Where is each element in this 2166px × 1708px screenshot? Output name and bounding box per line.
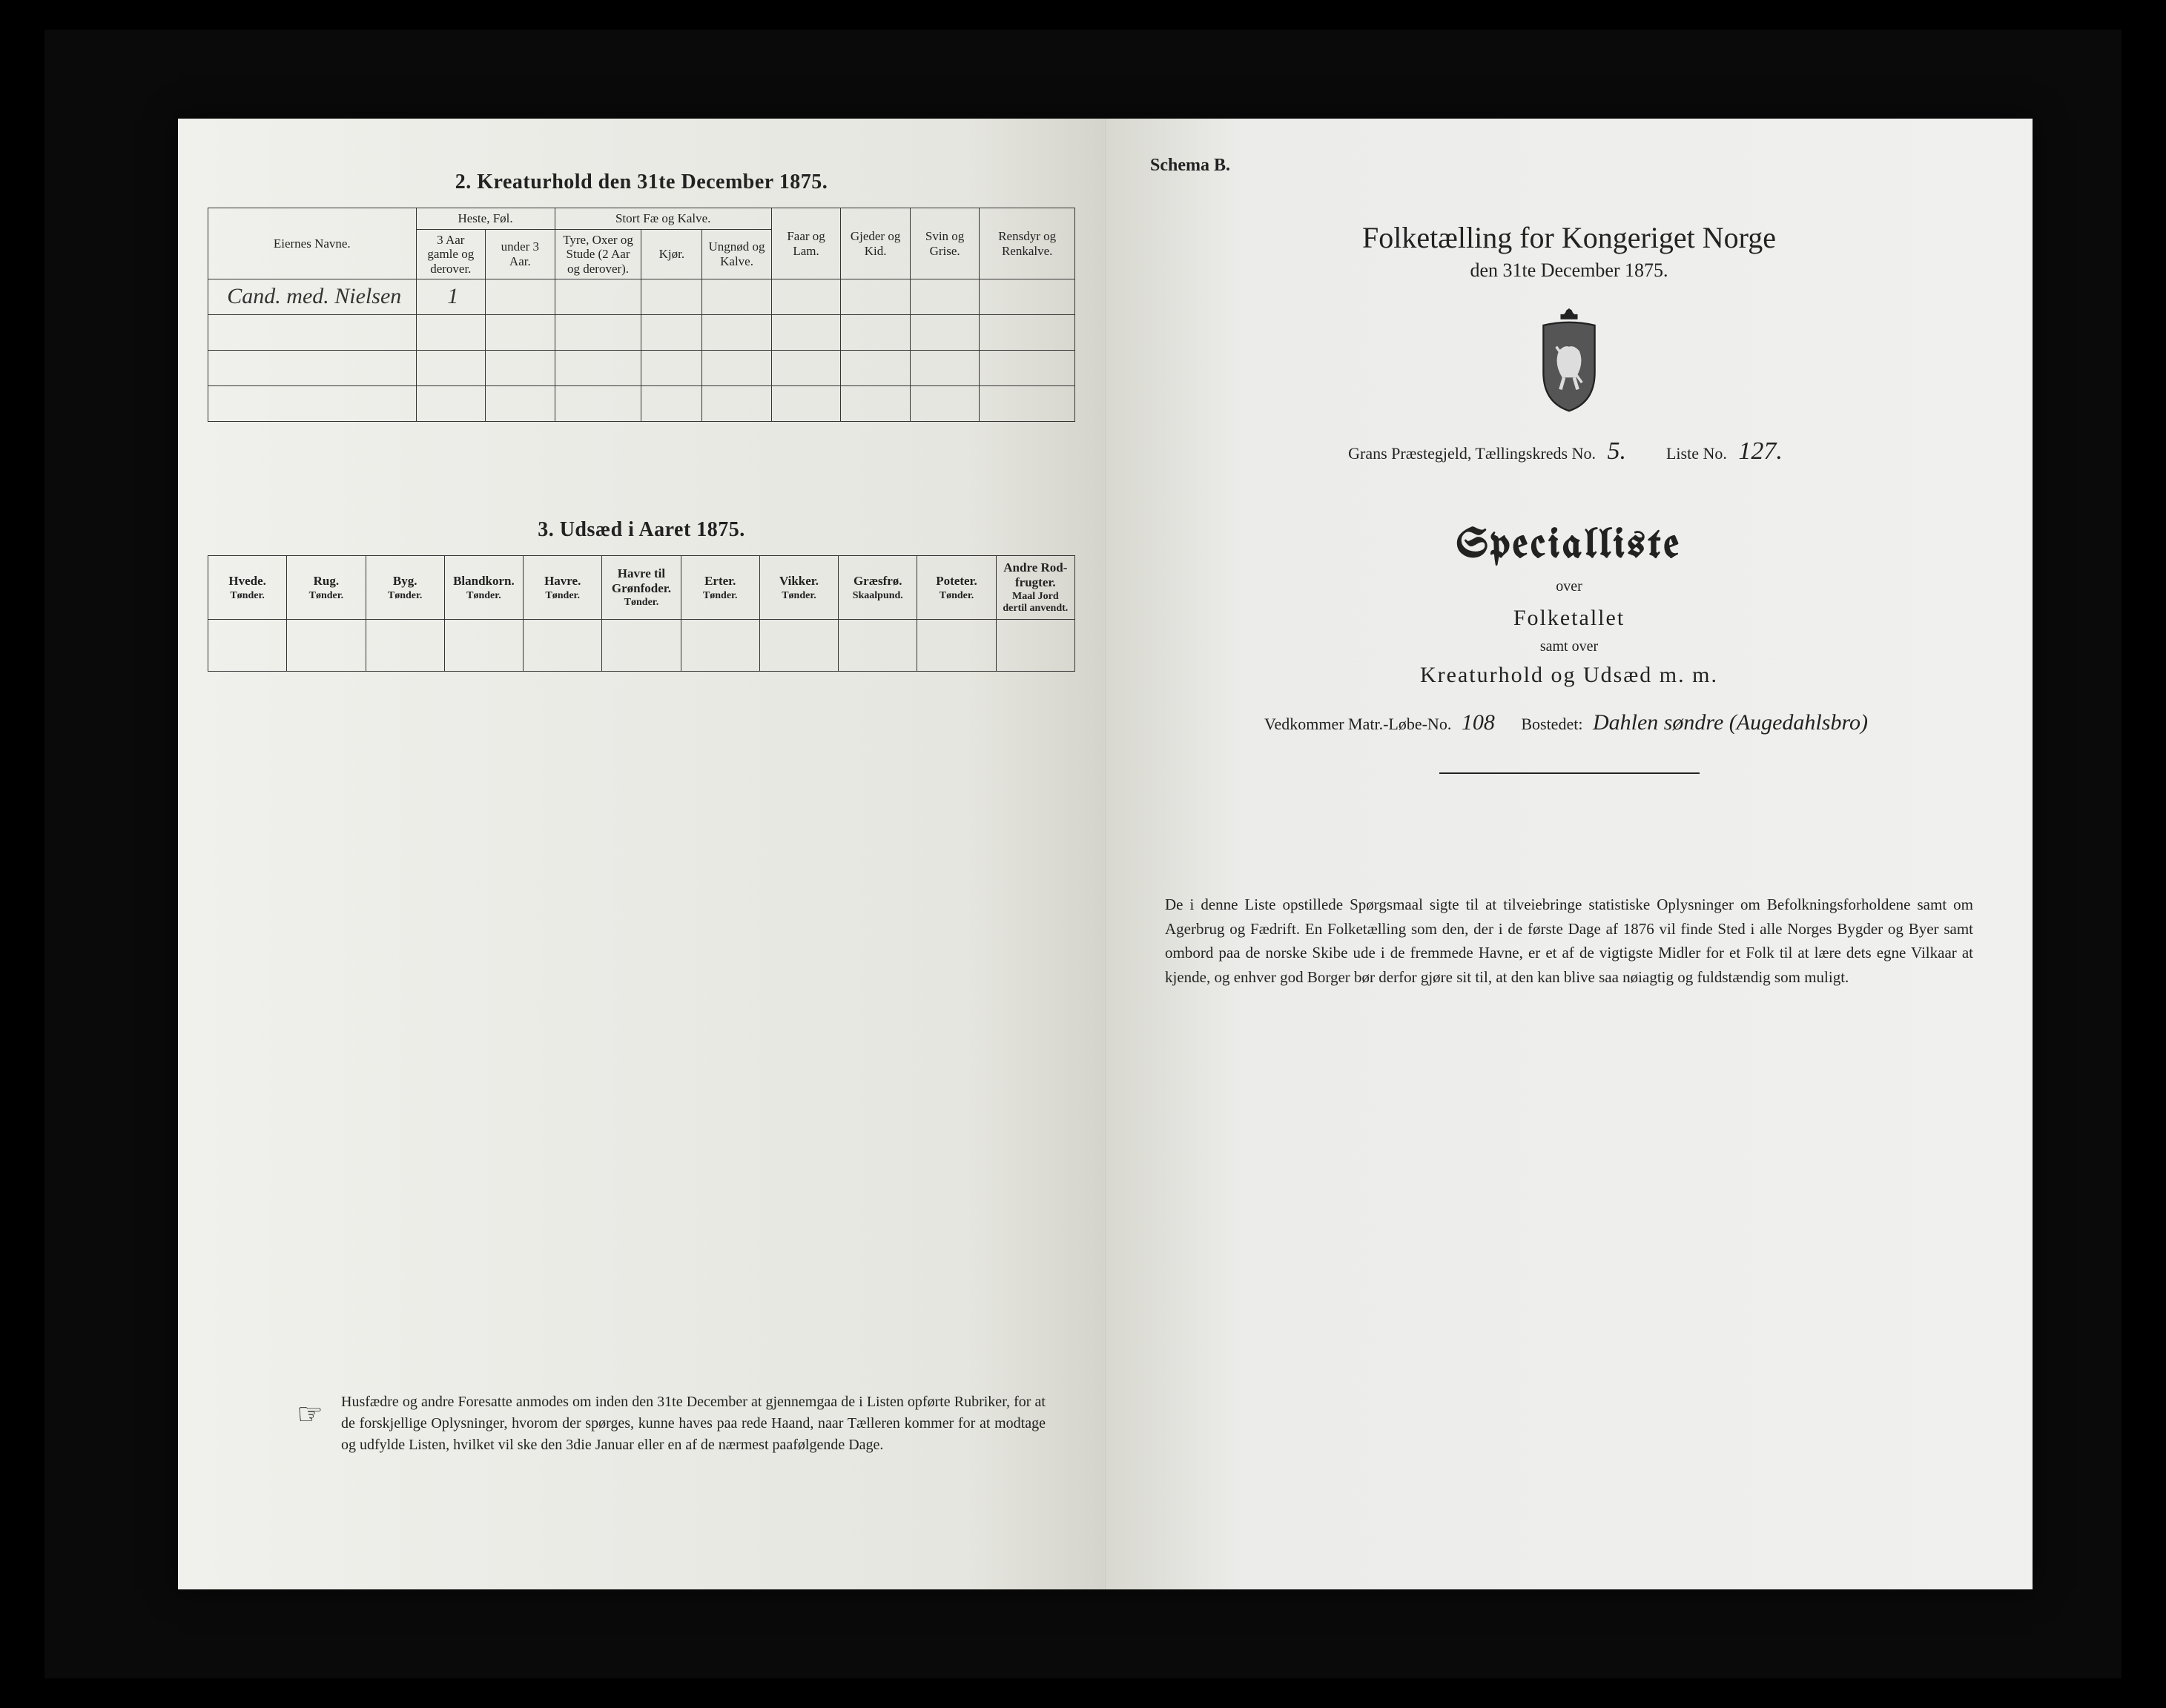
col-andre: Andre Rod-frugter.Maal Jord dertil anven…: [996, 556, 1074, 620]
col-erter: Erter.Tønder.: [681, 556, 759, 620]
section3-title: 3. Udsæd i Aaret 1875.: [208, 518, 1075, 542]
footer-text: Husfædre og andre Foresatte anmodes om i…: [341, 1394, 1046, 1453]
schema-label: Schema B.: [1150, 156, 2003, 176]
film-frame: 2. Kreaturhold den 31te December 1875. E…: [44, 30, 2122, 1678]
vedkommer-line: Vedkommer Matr.-Løbe-No. 108 Bostedet: D…: [1135, 710, 2003, 735]
vedk-prefix: Vedkommer Matr.-Løbe-No.: [1264, 715, 1451, 733]
cell: [910, 279, 980, 315]
page-right: Schema B. Folketælling for Kongeriget No…: [1106, 119, 2033, 1589]
col-graesfro: Græsfrø.Skaalpund.: [839, 556, 917, 620]
liste-no: 127.: [1731, 437, 1790, 465]
cell-heste1: 1: [416, 279, 486, 315]
cell: [555, 279, 641, 315]
cell: [771, 279, 841, 315]
col-gjeder: Gjeder og Kid.: [841, 208, 911, 279]
over-label: over: [1135, 578, 2003, 595]
folketallet-label: Folketallet: [1135, 606, 2003, 631]
table-row: [208, 620, 1075, 672]
coat-of-arms-icon: [1525, 304, 1614, 415]
col-faar: Faar og Lam.: [771, 208, 841, 279]
purpose-paragraph: De i denne Liste opstillede Spørgsmaal s…: [1135, 893, 2003, 989]
bostedet-value: Dahlen søndre (Augedahlsbro): [1587, 710, 1874, 735]
col-poteter: Poteter.Tønder.: [917, 556, 996, 620]
col-heste2: under 3 Aar.: [486, 229, 555, 279]
book-spread: 2. Kreaturhold den 31te December 1875. E…: [178, 119, 2033, 1589]
col-heste1: 3 Aar gamle og derover.: [416, 229, 486, 279]
col-havre: Havre.Tønder.: [524, 556, 602, 620]
col-rensdyr: Rensdyr og Renkalve.: [980, 208, 1075, 279]
kreaturhold-label: Kreaturhold og Udsæd m. m.: [1135, 663, 2003, 688]
samt-label: samt over: [1135, 638, 2003, 655]
col-stor3: Ungnød og Kalve.: [702, 229, 772, 279]
divider: [1439, 772, 1700, 774]
liste-prefix: Liste No.: [1666, 444, 1727, 463]
table-row: [208, 386, 1075, 422]
section2-title: 2. Kreaturhold den 31te December 1875.: [208, 171, 1075, 194]
page-left: 2. Kreaturhold den 31te December 1875. E…: [178, 119, 1106, 1589]
col-stor1: Tyre, Oxer og Stude (2 Aar og derover).: [555, 229, 641, 279]
col-rug: Rug.Tønder.: [287, 556, 366, 620]
cell: [980, 279, 1075, 315]
footer-note: ☞ Husfædre og andre Foresatte anmodes om…: [341, 1391, 1046, 1456]
cell: [641, 279, 702, 315]
table-row: [208, 351, 1075, 386]
col-group-storfe: Stort Fæ og Kalve.: [555, 208, 771, 230]
col-havregron: Havre til Grønfoder.Tønder.: [602, 556, 681, 620]
col-byg: Byg.Tønder.: [366, 556, 444, 620]
col-svin: Svin og Grise.: [910, 208, 980, 279]
udsad-table: Hvede.Tønder. Rug.Tønder. Byg.Tønder. Bl…: [208, 555, 1075, 672]
specialliste-heading: Specialliste: [1135, 525, 2003, 568]
cell: [841, 279, 911, 315]
parish-line: Grans Præstegjeld, Tællingskreds No. 5. …: [1135, 437, 2003, 466]
main-subtitle: den 31te December 1875.: [1135, 259, 2003, 282]
owner-name: Cand. med. Nielsen: [208, 279, 417, 315]
col-stor2: Kjør.: [641, 229, 702, 279]
cell: [486, 279, 555, 315]
col-vikker: Vikker.Tønder.: [759, 556, 838, 620]
parish-no: 5.: [1599, 437, 1634, 465]
bostedet-label: Bostedet:: [1521, 715, 1582, 733]
col-bland: Blandkorn.Tønder.: [444, 556, 523, 620]
kreatur-table: Eiernes Navne. Heste, Føl. Stort Fæ og K…: [208, 208, 1075, 422]
matr-no: 108: [1456, 710, 1501, 735]
col-hvede: Hvede.Tønder.: [208, 556, 287, 620]
col-owner: Eiernes Navne.: [208, 208, 417, 279]
table-row: [208, 315, 1075, 351]
col-group-heste: Heste, Føl.: [416, 208, 555, 230]
hand-pointer-icon: ☞: [297, 1393, 323, 1436]
cell: [702, 279, 772, 315]
main-title: Folketælling for Kongeriget Norge: [1135, 220, 2003, 255]
parish-prefix: Grans Præstegjeld, Tællingskreds No.: [1348, 444, 1596, 463]
table-row: Cand. med. Nielsen 1: [208, 279, 1075, 315]
